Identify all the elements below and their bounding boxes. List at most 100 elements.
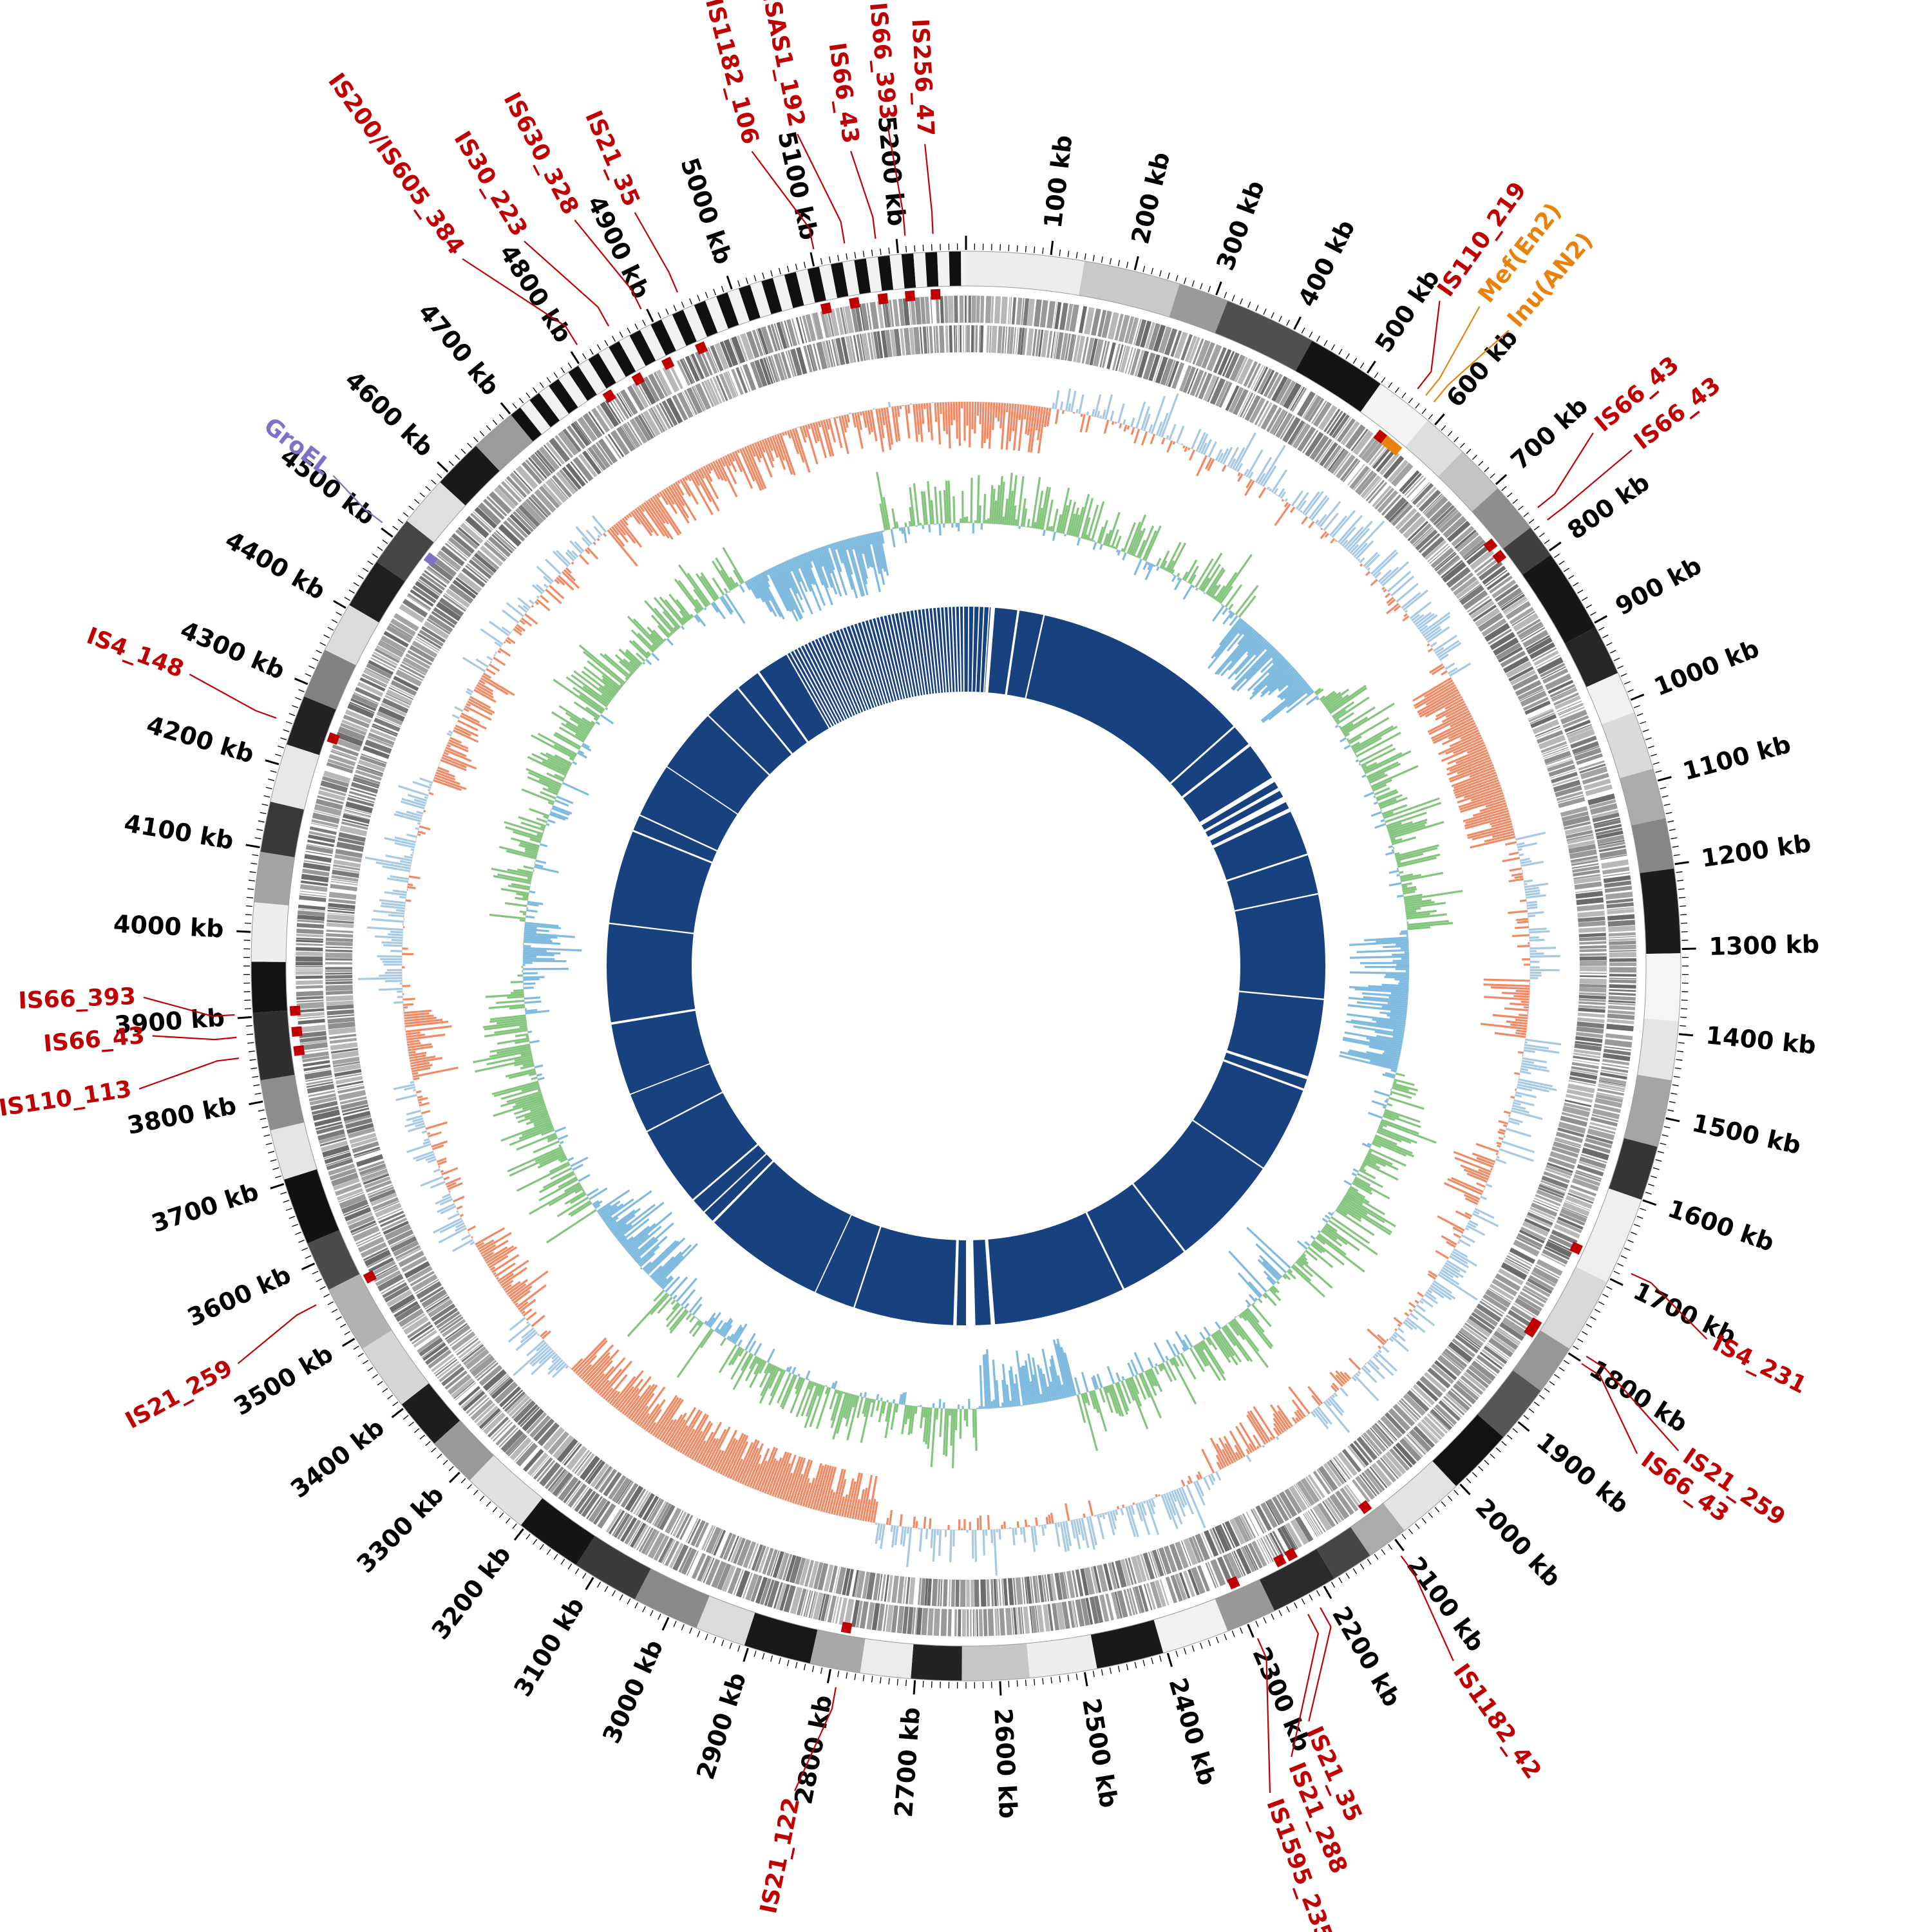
annotation-leader-line [887, 127, 906, 236]
annotation-label: IS110_113 [0, 1076, 133, 1122]
annotation-label: IS200/IS605_384 [323, 68, 469, 260]
tick-label: 1600 kb [1664, 1194, 1777, 1257]
annotation-leader-line [1417, 300, 1441, 390]
annotation-leader-line [1400, 1555, 1454, 1662]
annotation-leader-line [462, 258, 578, 345]
annotation-label: IS66_43 [43, 1023, 146, 1057]
annotation-leader-line [1547, 449, 1633, 521]
tick-label: 1900 kb [1531, 1427, 1634, 1519]
tick-label: 3600 kb [183, 1260, 295, 1332]
tick-label: 2200 kb [1327, 1602, 1406, 1711]
tick-label: 2500 kb [1077, 1696, 1123, 1810]
tick-label: 4700 kb [413, 298, 505, 401]
annotation-leader-line [1256, 1638, 1271, 1794]
annotation-leader-line [794, 1687, 837, 1792]
tick-label: 600 kb [1441, 323, 1523, 412]
tick-label: 1000 kb [1650, 634, 1763, 702]
tick-label: 2900 kb [691, 1669, 752, 1783]
annotation-leader-line [237, 1304, 317, 1365]
tick-label: 3700 kb [148, 1177, 262, 1238]
gc-content-track [357, 388, 1562, 1576]
tick-label: 3800 kb [125, 1091, 239, 1140]
tick-label: 4200 kb [144, 710, 258, 769]
tick-label: 3400 kb [285, 1413, 390, 1504]
tick-label: 100 kb [1039, 133, 1078, 229]
tick-label: 1500 kb [1689, 1108, 1803, 1159]
annotation-label: IS30_223 [449, 127, 533, 241]
tick-label: 5000 kb [675, 154, 738, 267]
annotation-leader-line [1631, 1273, 1708, 1340]
annotation-leader-line [332, 475, 383, 524]
annotation-label: IS66_393 [864, 1, 902, 121]
tick-label: 700 kb [1505, 392, 1593, 475]
gene-tracks [295, 295, 1637, 1636]
tick-label: 4000 kb [113, 909, 224, 943]
annotation-leader-line [1433, 330, 1510, 402]
tick-label: 4600 kb [339, 366, 439, 462]
annotation-leader-line [1581, 1363, 1638, 1454]
tick-label: 4800 kb [494, 240, 578, 348]
tick-label: 3100 kb [508, 1593, 590, 1701]
tick-label: 800 kb [1562, 468, 1655, 545]
tick-label: 2100 kb [1401, 1551, 1490, 1657]
tick-label: 1400 kb [1705, 1021, 1817, 1059]
tick-label: 1300 kb [1709, 930, 1819, 961]
tick-label: 2000 kb [1470, 1493, 1566, 1592]
tick-label: 3300 kb [351, 1481, 449, 1578]
tick-label: 2400 kb [1163, 1674, 1222, 1788]
annotation-leader-line [1308, 1607, 1332, 1722]
annotation-label: ISAS1_192 [757, 0, 810, 129]
tick-label: 4400 kb [220, 526, 330, 605]
tick-label: 3500 kb [229, 1340, 337, 1421]
gc-skew-track [473, 471, 1463, 1468]
tick-label: 3000 kb [597, 1636, 668, 1748]
annotation-label: IS1182_106 [700, 0, 764, 147]
annotation-label: IS21_122 [755, 1795, 805, 1916]
ideogram-ring [251, 251, 1681, 1681]
tick-label: 4300 kb [176, 616, 289, 685]
tick-label: 3200 kb [426, 1540, 516, 1645]
annotation-label: IS66_43 [824, 41, 864, 146]
tick-label: 5100 kb [772, 129, 823, 243]
tick-label: 5200 kb [873, 115, 911, 227]
tick-label: 2600 kb [989, 1708, 1022, 1819]
annotation-leader-line [574, 220, 642, 310]
tick-label: 300 kb [1211, 176, 1270, 274]
annotation-leader-line [143, 996, 235, 1018]
annotation-label: IS66_393 [18, 983, 137, 1014]
annotation-markers [289, 289, 1583, 1634]
annotation-label: IS21_35 [580, 107, 645, 211]
tick-label: 4900 kb [582, 191, 656, 303]
annotation-leader-line [797, 133, 846, 243]
tick-label: 1100 kb [1680, 730, 1794, 786]
tick-label: 1200 kb [1700, 829, 1813, 873]
annotation-label: IS256_47 [907, 18, 939, 137]
annotation-leader-line [1425, 306, 1481, 396]
tick-label: 4100 kb [122, 809, 236, 855]
annotation-label: IS21_259 [121, 1355, 237, 1434]
annotation-label: IS4_231 [1709, 1330, 1811, 1399]
tick-label: 900 kb [1611, 551, 1706, 621]
tick-label: 1800 kb [1584, 1354, 1692, 1438]
annotation-leader-line [1586, 1356, 1680, 1452]
tick-ring [236, 236, 1696, 1696]
annotation-leader-line [1537, 432, 1594, 508]
annotation-leader-line [1291, 1613, 1320, 1757]
annotation-label: IS4_148 [83, 623, 187, 683]
annotation-leader-line [189, 674, 277, 719]
annotation-leader-line [138, 1057, 240, 1090]
annotation-leader-line [850, 151, 876, 239]
tick-label: 200 kb [1126, 149, 1175, 247]
annotation-leader-line [751, 151, 815, 250]
tick-label: 2700 kb [889, 1706, 925, 1818]
annotation-label: IS1182_42 [1448, 1659, 1546, 1784]
annotation-leader-line [634, 212, 679, 293]
annotation-leader-line [924, 144, 934, 234]
annotation-leader-line [152, 1035, 237, 1041]
annotation-leaders [138, 127, 1708, 1794]
annotation-leader-line [524, 240, 610, 327]
alignment-ring [607, 606, 1325, 1326]
